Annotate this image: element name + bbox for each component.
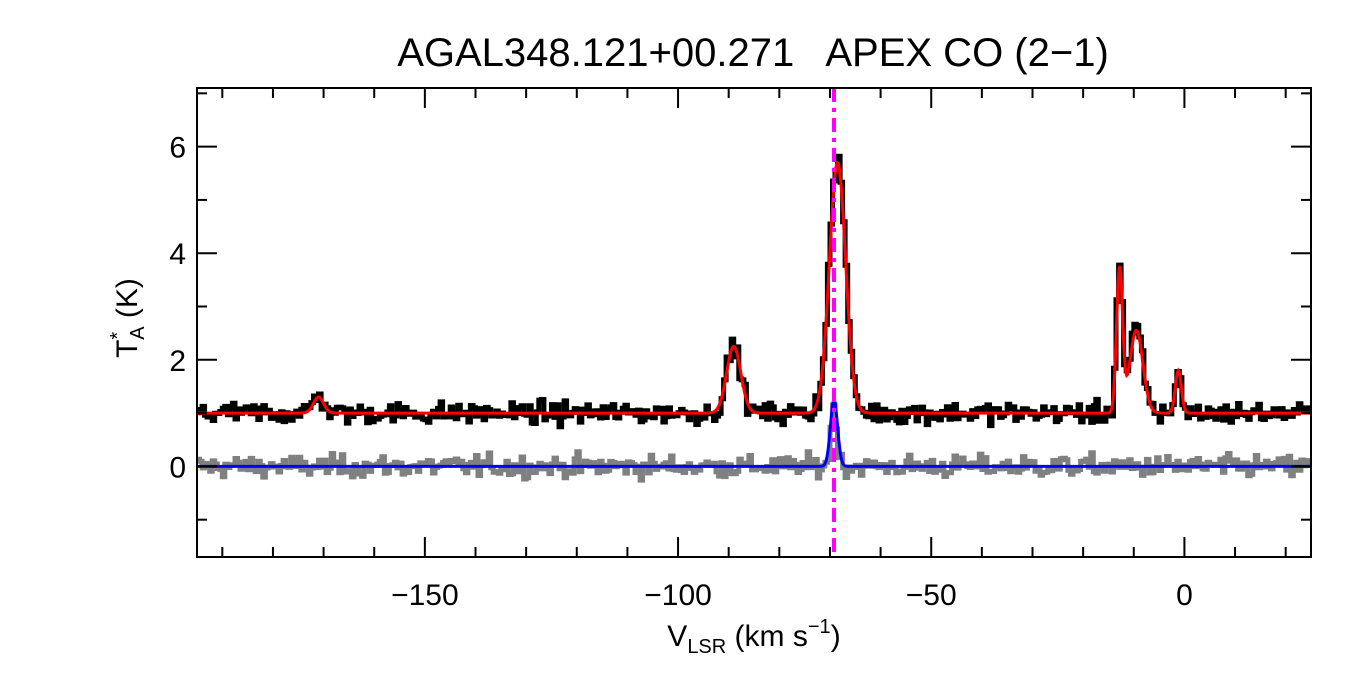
y-axis-title-rest: (K): [111, 278, 144, 326]
y-tick-label: 4: [169, 238, 186, 271]
x-axis-title: VLSR (km s−1): [667, 616, 840, 658]
y-tick-label: 0: [169, 451, 186, 484]
y-tick-label: 6: [169, 132, 186, 165]
plot-frame: [196, 87, 1312, 558]
y-tick-labels: 0 2 4 6: [169, 132, 186, 485]
x-tick-label: 0: [1176, 579, 1193, 612]
y-axis-title-sub: A: [127, 326, 149, 340]
x-axis-title-rest: (km s: [726, 620, 808, 653]
x-tick-label: −100: [644, 579, 712, 612]
series-model: [197, 160, 1311, 415]
x-tick-labels: −150 −100 −50 0: [391, 579, 1193, 612]
axis-ticks: [197, 88, 1311, 557]
y-axis-title: T*A (K): [107, 278, 149, 358]
chart-title: AGAL348.121+00.271 APEX CO (2−1): [397, 31, 1109, 75]
series-component: [197, 397, 1311, 468]
x-axis-title-sub: LSR: [687, 636, 726, 658]
series-residual: [197, 402, 1311, 483]
series-layer: [197, 153, 1311, 483]
x-tick-label: −50: [906, 579, 957, 612]
y-axis-title-sup: *: [107, 332, 129, 340]
x-axis-title-sup: −1: [808, 616, 831, 638]
x-tick-label: −150: [391, 579, 459, 612]
series-observed: [197, 153, 1311, 430]
x-axis-title-close: ): [831, 620, 841, 653]
y-axis-title-main: T: [111, 340, 144, 358]
y-tick-label: 2: [169, 345, 186, 378]
x-axis-title-main: V: [667, 620, 687, 653]
